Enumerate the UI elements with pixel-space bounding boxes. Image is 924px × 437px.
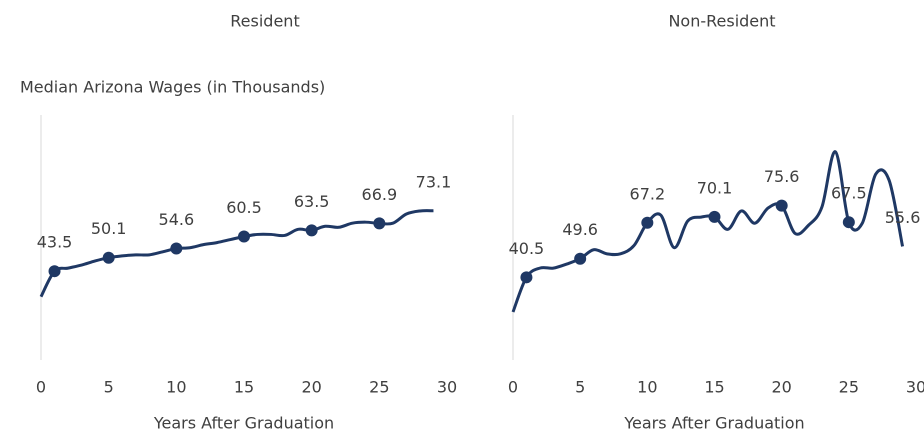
marker [641, 216, 654, 229]
data-label: 40.5 [509, 239, 545, 258]
x-tick-label: 30 [906, 378, 924, 397]
data-label: 67.5 [831, 184, 867, 203]
x-tick-label: 10 [166, 378, 186, 397]
data-label: 67.2 [630, 184, 666, 203]
data-label: 54.6 [159, 210, 195, 229]
marker [238, 230, 250, 243]
data-label: 49.6 [562, 220, 598, 239]
data-label: 66.9 [362, 185, 398, 204]
data-label: 50.1 [91, 219, 127, 238]
data-label: 43.5 [37, 233, 73, 252]
x-axis-label: Years After Graduation [153, 414, 334, 433]
x-tick-label: 30 [437, 378, 457, 397]
x-tick-label: 25 [839, 378, 859, 397]
marker [373, 217, 386, 230]
x-tick-label: 5 [104, 378, 114, 397]
x-tick-label: 20 [771, 378, 791, 397]
data-label: 73.1 [416, 172, 452, 191]
x-axis-label: Years After Graduation [623, 414, 804, 433]
x-tick-label: 0 [508, 378, 518, 397]
marker [842, 216, 855, 229]
marker [48, 265, 61, 278]
marker [520, 271, 533, 284]
x-tick-label: 15 [704, 378, 724, 397]
marker [775, 199, 788, 212]
data-label: 70.1 [697, 178, 733, 197]
marker [305, 224, 318, 237]
marker [708, 210, 721, 223]
x-tick-label: 20 [301, 378, 321, 397]
marker [102, 251, 115, 264]
x-tick-label: 0 [36, 378, 46, 397]
x-tick-label: 25 [369, 378, 389, 397]
chart-subtitle: Median Arizona Wages (in Thousands) [20, 78, 325, 97]
marker [574, 252, 587, 265]
x-tick-label: 15 [234, 378, 254, 397]
data-label: 55.6 [885, 208, 921, 227]
x-tick-label: 10 [637, 378, 657, 397]
x-tick-label: 5 [575, 378, 585, 397]
chart-title: Resident [230, 12, 299, 31]
data-label: 63.5 [294, 192, 330, 211]
chart-title: Non-Resident [668, 12, 775, 31]
marker [170, 242, 183, 255]
data-label: 60.5 [226, 198, 262, 217]
data-label: 75.6 [764, 167, 800, 186]
